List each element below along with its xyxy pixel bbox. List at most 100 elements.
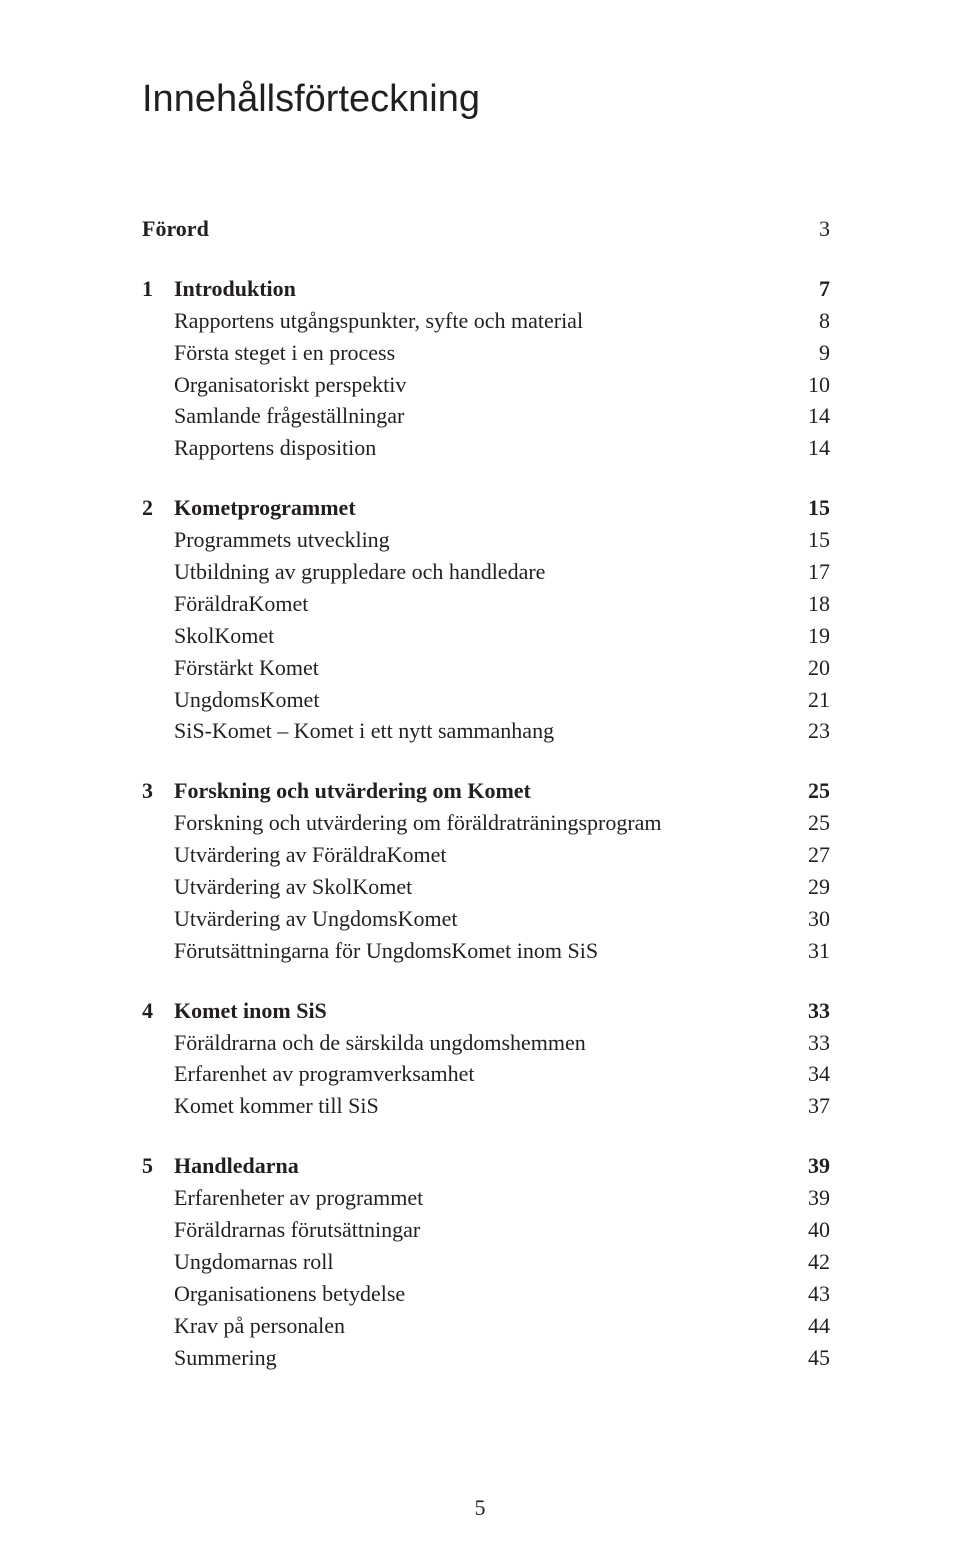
toc-entry-page: 29 — [794, 871, 830, 903]
toc-entry-label: Förutsättningarna för UngdomsKomet inom … — [174, 935, 794, 967]
toc-sections: 1Introduktion7Rapportens utgångspunkter,… — [142, 273, 830, 1374]
toc-entry-label: Forskning och utvärdering om föräldraträ… — [174, 807, 794, 839]
toc-section-head: 2Kometprogrammet15 — [142, 492, 830, 524]
document-page: Innehållsförteckning Förord 3 1Introdukt… — [0, 0, 960, 1567]
toc-entry-label: Krav på personalen — [174, 1310, 794, 1342]
toc-entry-label: Föräldrarnas förutsättningar — [174, 1214, 794, 1246]
toc-entry-row: UngdomsKomet21 — [142, 684, 830, 716]
toc-entry-row: Utvärdering av UngdomsKomet30 — [142, 903, 830, 935]
toc-section-head: 1Introduktion7 — [142, 273, 830, 305]
toc-entry-label: Utvärdering av UngdomsKomet — [174, 903, 794, 935]
toc-entry-label: Komet kommer till SiS — [174, 1090, 794, 1122]
toc-entry-label: Förstärkt Komet — [174, 652, 794, 684]
toc-entry-page: 14 — [794, 432, 830, 464]
toc-section-title: 1Introduktion — [142, 273, 794, 305]
toc-section-number: 5 — [142, 1150, 174, 1182]
toc-entry-page: 31 — [794, 935, 830, 967]
toc-section-number: 2 — [142, 492, 174, 524]
toc-entry-row: Rapportens utgångspunkter, syfte och mat… — [142, 305, 830, 337]
toc-entry-label: Utvärdering av FöräldraKomet — [174, 839, 794, 871]
toc-entry-page: 17 — [794, 556, 830, 588]
toc-entry-row: Föräldrarnas förutsättningar40 — [142, 1214, 830, 1246]
toc-section-title: 5Handledarna — [142, 1150, 794, 1182]
toc-entry-label: UngdomsKomet — [174, 684, 794, 716]
toc-entry-row: SiS-Komet – Komet i ett nytt sammanhang2… — [142, 715, 830, 747]
toc-entry-row: Föräldrarna och de särskilda ungdomshemm… — [142, 1027, 830, 1059]
toc-entry-label: Organisatoriskt perspektiv — [174, 369, 794, 401]
toc-entry-row: Erfarenhet av programverksamhet34 — [142, 1058, 830, 1090]
toc-entry-label: Ungdomarnas roll — [174, 1246, 794, 1278]
toc-entry-page: 23 — [794, 715, 830, 747]
toc-entry-row: Krav på personalen44 — [142, 1310, 830, 1342]
toc-entry-row: Ungdomarnas roll42 — [142, 1246, 830, 1278]
toc-entry-page: 43 — [794, 1278, 830, 1310]
toc-entry-row: Rapportens disposition14 — [142, 432, 830, 464]
toc-entry-page: 42 — [794, 1246, 830, 1278]
toc-entry-page: 20 — [794, 652, 830, 684]
toc-entry-row: Programmets utveckling15 — [142, 524, 830, 556]
toc-entry-page: 34 — [794, 1058, 830, 1090]
toc-entry-page: 40 — [794, 1214, 830, 1246]
toc-entry-label: FöräldraKomet — [174, 588, 794, 620]
toc-entry-row: Utvärdering av SkolKomet29 — [142, 871, 830, 903]
toc-entry-page: 25 — [794, 807, 830, 839]
toc-entry-page: 39 — [794, 1182, 830, 1214]
toc-entry-label: SkolKomet — [174, 620, 794, 652]
toc-entry-row: Utbildning av gruppledare och handledare… — [142, 556, 830, 588]
toc-entry-label: Första steget i en process — [174, 337, 794, 369]
toc-section-title: 4Komet inom SiS — [142, 995, 794, 1027]
toc-entry-label: SiS-Komet – Komet i ett nytt sammanhang — [174, 715, 794, 747]
toc-section-head: 5Handledarna39 — [142, 1150, 830, 1182]
toc-entry-label: Rapportens utgångspunkter, syfte och mat… — [174, 305, 794, 337]
toc-entry-label: Erfarenheter av programmet — [174, 1182, 794, 1214]
toc-section-title: 2Kometprogrammet — [142, 492, 794, 524]
toc-foreword-row: Förord 3 — [142, 213, 830, 245]
toc-section-page: 15 — [794, 492, 830, 524]
toc-entry-page: 44 — [794, 1310, 830, 1342]
toc-foreword-label: Förord — [142, 213, 794, 245]
toc-section-page: 7 — [794, 273, 830, 305]
toc-entry-label: Erfarenhet av programverksamhet — [174, 1058, 794, 1090]
toc-entry-page: 14 — [794, 400, 830, 432]
toc-entry-row: Komet kommer till SiS37 — [142, 1090, 830, 1122]
toc-entry-page: 33 — [794, 1027, 830, 1059]
toc-entry-page: 37 — [794, 1090, 830, 1122]
toc-entry-label: Rapportens disposition — [174, 432, 794, 464]
toc-entry-label: Utbildning av gruppledare och handledare — [174, 556, 794, 588]
toc-entry-page: 19 — [794, 620, 830, 652]
toc-entry-row: Förutsättningarna för UngdomsKomet inom … — [142, 935, 830, 967]
toc-entry-row: FöräldraKomet18 — [142, 588, 830, 620]
page-title: Innehållsförteckning — [142, 78, 830, 121]
toc-entry-page: 15 — [794, 524, 830, 556]
toc-section-head: 3Forskning och utvärdering om Komet25 — [142, 775, 830, 807]
toc-entry-label: Föräldrarna och de särskilda ungdomshemm… — [174, 1027, 794, 1059]
toc-entry-row: Samlande frågeställningar14 — [142, 400, 830, 432]
toc-entry-page: 9 — [794, 337, 830, 369]
toc-entry-page: 21 — [794, 684, 830, 716]
toc-section-page: 33 — [794, 995, 830, 1027]
toc-entry-row: SkolKomet19 — [142, 620, 830, 652]
toc-entry-row: Summering45 — [142, 1342, 830, 1374]
toc-entry-label: Programmets utveckling — [174, 524, 794, 556]
toc-entry-page: 18 — [794, 588, 830, 620]
toc-entry-page: 27 — [794, 839, 830, 871]
toc-entry-row: Förstärkt Komet20 — [142, 652, 830, 684]
toc-section-page: 39 — [794, 1150, 830, 1182]
toc-section-head: 4Komet inom SiS33 — [142, 995, 830, 1027]
toc-section-number: 1 — [142, 273, 174, 305]
toc-entry-label: Summering — [174, 1342, 794, 1374]
toc-section-number: 3 — [142, 775, 174, 807]
toc-entry-row: Forskning och utvärdering om föräldraträ… — [142, 807, 830, 839]
toc-entry-row: Organisationens betydelse43 — [142, 1278, 830, 1310]
toc-entry-row: Organisatoriskt perspektiv10 — [142, 369, 830, 401]
toc-entry-label: Organisationens betydelse — [174, 1278, 794, 1310]
page-number: 5 — [0, 1495, 960, 1521]
toc-entry-page: 8 — [794, 305, 830, 337]
toc-entry-row: Utvärdering av FöräldraKomet27 — [142, 839, 830, 871]
toc-section-title: 3Forskning och utvärdering om Komet — [142, 775, 794, 807]
toc-foreword-page: 3 — [794, 213, 830, 245]
toc-entry-page: 45 — [794, 1342, 830, 1374]
toc-entry-row: Erfarenheter av programmet39 — [142, 1182, 830, 1214]
toc-section-number: 4 — [142, 995, 174, 1027]
toc-entry-label: Utvärdering av SkolKomet — [174, 871, 794, 903]
